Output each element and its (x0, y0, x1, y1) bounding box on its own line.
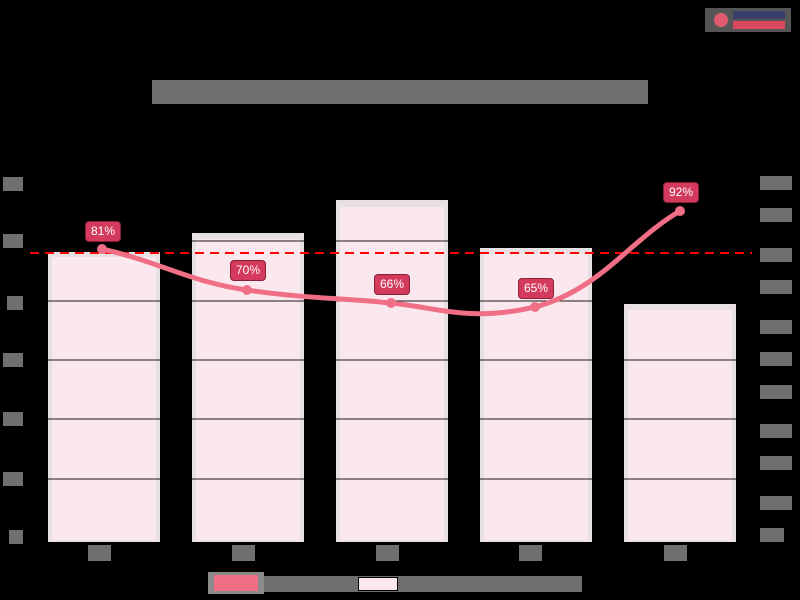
right-tick-label (760, 528, 784, 542)
brand-logo (705, 8, 791, 32)
logo-text-line2 (733, 21, 785, 29)
right-tick-label (760, 352, 792, 366)
bar-4 (484, 254, 588, 540)
legend-label-line (264, 576, 356, 592)
legend-item-line[interactable] (208, 572, 264, 594)
legend-swatch-bar (358, 577, 398, 591)
x-tick-label-5 (664, 545, 687, 561)
x-tick-label-1 (88, 545, 111, 561)
data-label-4: 65% (518, 278, 555, 299)
legend-item-bar[interactable] (356, 576, 400, 592)
right-tick-label (760, 385, 792, 399)
left-tick-label (3, 353, 23, 367)
chart-title (152, 80, 648, 104)
legend-swatch-line (214, 575, 258, 591)
left-tick-label (3, 412, 23, 426)
bar-1 (52, 257, 156, 540)
left-tick-label (3, 177, 23, 191)
right-tick-label (760, 280, 792, 294)
right-tick-label (760, 496, 792, 510)
right-tick-label (760, 456, 792, 470)
left-tick-label (7, 296, 23, 310)
logo-text-line1 (733, 11, 785, 19)
bar-3 (340, 207, 444, 540)
right-tick-label (760, 208, 792, 222)
left-tick-label (3, 472, 23, 486)
data-label-3: 66% (374, 274, 411, 295)
right-tick-label (760, 248, 792, 262)
legend-label-bar (400, 576, 582, 592)
right-tick-label (760, 176, 792, 190)
line-markers (97, 206, 685, 312)
x-tick-label-3 (376, 545, 399, 561)
data-label-2: 70% (230, 260, 267, 281)
left-tick-label (3, 234, 23, 248)
logo-icon (714, 13, 728, 27)
bar-5 (628, 310, 732, 540)
data-label-1: 81% (85, 221, 122, 242)
x-tick-label-4 (519, 545, 542, 561)
left-tick-label (9, 530, 23, 544)
right-tick-label (760, 424, 792, 438)
x-tick-label-2 (232, 545, 255, 561)
bars (48, 200, 736, 542)
data-label-5: 92% (663, 182, 700, 203)
right-tick-label (760, 320, 792, 334)
